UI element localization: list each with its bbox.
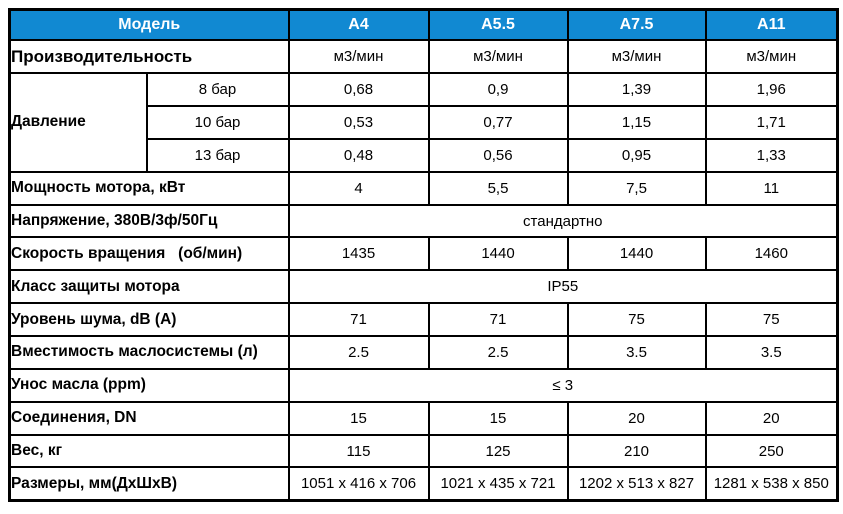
rotation-speed-a11: 1460 <box>704 236 839 272</box>
table-row: Напряжение, 380В/3ф/50Гц стандартно <box>8 203 839 239</box>
protection-class-row-label: Класс защиты мотора <box>8 269 290 305</box>
oil-carryover-row-label: Унос масла (ppm) <box>8 367 290 403</box>
model-header-cell: Модель <box>8 8 290 42</box>
pressure-10bar-a55: 0,77 <box>427 105 569 140</box>
oil-carryover-merged-value: ≤ 3 <box>287 367 839 403</box>
capacity-unit-a4: м3/мин <box>287 39 430 75</box>
oil-capacity-row-label: Вместимость маслосистемы (л) <box>8 335 290 370</box>
motor-power-a4: 4 <box>287 170 430 206</box>
noise-level-a11: 75 <box>704 302 839 338</box>
table-row: Мощность мотора, кВт 4 5,5 7,5 11 <box>8 170 839 206</box>
table-row: Вместимость маслосистемы (л) 2.5 2.5 3.5… <box>8 335 839 370</box>
table-row: Давление 8 бар 0,68 0,9 1,39 1,96 <box>8 72 839 173</box>
model-a4-header: A4 <box>287 8 430 42</box>
pressure-row-label: Давление <box>8 72 148 173</box>
pressure-8bar-label: 8 бар <box>145 72 290 108</box>
weight-a55: 125 <box>427 433 569 469</box>
compressor-spec-table: Модель A4 A5.5 A7.5 A11 Производительнос… <box>8 8 840 502</box>
connections-a11: 20 <box>704 400 839 436</box>
voltage-merged-value: стандартно <box>287 203 839 239</box>
pressure-8bar-a75: 1,39 <box>566 72 707 108</box>
pressure-10bar-label: 10 бар <box>145 105 290 140</box>
table-row: 13 бар 0,48 0,56 0,95 1,33 <box>10 137 839 173</box>
table-row: Производительность м3/мин м3/мин м3/мин … <box>8 39 839 75</box>
voltage-row-label: Напряжение, 380В/3ф/50Гц <box>8 203 290 239</box>
dimensions-a75: 1202 x 513 x 827 <box>566 466 707 502</box>
motor-power-a11: 11 <box>704 170 839 206</box>
rotation-speed-a75: 1440 <box>566 236 707 272</box>
pressure-13bar-a55: 0,56 <box>427 137 569 173</box>
noise-level-row-label: Уровень шума, dB (А) <box>8 302 290 338</box>
oil-capacity-a4: 2.5 <box>287 335 430 370</box>
connections-a4: 15 <box>287 400 430 436</box>
table-row: Класс защиты мотора IP55 <box>8 269 839 305</box>
noise-level-a75: 75 <box>566 302 707 338</box>
capacity-row-label: Производительность <box>8 39 290 75</box>
pressure-8bar-a11: 1,96 <box>704 72 839 108</box>
capacity-unit-a55: м3/мин <box>427 39 569 75</box>
weight-a4: 115 <box>287 433 430 469</box>
capacity-unit-a11: м3/мин <box>704 39 839 75</box>
pressure-10bar-a4: 0,53 <box>287 105 430 140</box>
pressure-13bar-label: 13 бар <box>145 137 290 173</box>
motor-power-a55: 5,5 <box>427 170 569 206</box>
connections-row-label: Соединения, DN <box>8 400 290 436</box>
pressure-8bar-a4: 0,68 <box>287 72 430 108</box>
dimensions-a4: 1051 x 416 x 706 <box>287 466 430 502</box>
pressure-13bar-a11: 1,33 <box>704 137 839 173</box>
pressure-8bar-a55: 0,9 <box>427 72 569 108</box>
oil-capacity-a11: 3.5 <box>704 335 839 370</box>
dimensions-a11: 1281 x 538 x 850 <box>704 466 839 502</box>
table-row: Соединения, DN 15 15 20 20 <box>8 400 839 436</box>
connections-a55: 15 <box>427 400 569 436</box>
dimensions-row-label: Размеры, мм(ДхШхВ) <box>8 466 290 502</box>
pressure-13bar-a75: 0,95 <box>566 137 707 173</box>
rotation-speed-a55: 1440 <box>427 236 569 272</box>
table-header-row: Модель A4 A5.5 A7.5 A11 <box>8 8 839 42</box>
table-row: Скорость вращения (об/мин) 1435 1440 144… <box>8 236 839 272</box>
pressure-10bar-a75: 1,15 <box>566 105 707 140</box>
weight-row-label: Вес, кг <box>8 433 290 469</box>
rotation-speed-a4: 1435 <box>287 236 430 272</box>
oil-capacity-a75: 3.5 <box>566 335 707 370</box>
noise-level-a55: 71 <box>427 302 569 338</box>
table-row: Унос масла (ppm) ≤ 3 <box>8 367 839 403</box>
pressure-13bar-a4: 0,48 <box>287 137 430 173</box>
table-row: Уровень шума, dB (А) 71 71 75 75 <box>8 302 839 338</box>
rotation-speed-row-label: Скорость вращения (об/мин) <box>8 236 290 272</box>
oil-capacity-a55: 2.5 <box>427 335 569 370</box>
dimensions-a55: 1021 x 435 x 721 <box>427 466 569 502</box>
table-row: Вес, кг 115 125 210 250 <box>8 433 839 469</box>
noise-level-a4: 71 <box>287 302 430 338</box>
model-a55-header: A5.5 <box>427 8 569 42</box>
protection-class-merged-value: IP55 <box>287 269 839 305</box>
motor-power-row-label: Мощность мотора, кВт <box>8 170 290 206</box>
table-row: Размеры, мм(ДхШхВ) 1051 x 416 x 706 1021… <box>8 466 839 502</box>
weight-a75: 210 <box>566 433 707 469</box>
table-row: 10 бар 0,53 0,77 1,15 1,71 <box>10 105 839 140</box>
capacity-unit-a75: м3/мин <box>566 39 707 75</box>
pressure-10bar-a11: 1,71 <box>704 105 839 140</box>
model-a75-header: A7.5 <box>566 8 707 42</box>
model-a11-header: A11 <box>704 8 839 42</box>
connections-a75: 20 <box>566 400 707 436</box>
weight-a11: 250 <box>704 433 839 469</box>
motor-power-a75: 7,5 <box>566 170 707 206</box>
